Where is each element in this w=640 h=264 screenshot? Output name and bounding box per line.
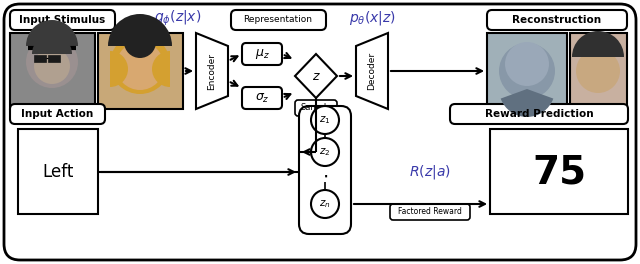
Text: $\cdot$: $\cdot$ bbox=[322, 167, 328, 186]
FancyBboxPatch shape bbox=[231, 10, 326, 30]
Text: Encoder: Encoder bbox=[207, 53, 216, 89]
Text: Representation: Representation bbox=[243, 16, 312, 25]
Circle shape bbox=[124, 26, 156, 58]
Text: $z_n$: $z_n$ bbox=[319, 198, 331, 210]
FancyBboxPatch shape bbox=[4, 4, 636, 260]
Circle shape bbox=[576, 49, 620, 93]
FancyBboxPatch shape bbox=[10, 33, 95, 109]
Text: $z$: $z$ bbox=[312, 69, 321, 82]
Circle shape bbox=[110, 34, 170, 94]
FancyBboxPatch shape bbox=[570, 33, 627, 109]
Wedge shape bbox=[572, 31, 624, 57]
Polygon shape bbox=[196, 33, 228, 109]
FancyBboxPatch shape bbox=[295, 100, 337, 116]
Text: Factored Reward: Factored Reward bbox=[398, 208, 462, 216]
Text: Reward Prediction: Reward Prediction bbox=[484, 109, 593, 119]
Circle shape bbox=[499, 43, 555, 99]
Circle shape bbox=[34, 48, 70, 84]
FancyBboxPatch shape bbox=[34, 55, 46, 62]
Circle shape bbox=[116, 42, 164, 90]
Wedge shape bbox=[26, 20, 78, 46]
Text: Input Action: Input Action bbox=[21, 109, 93, 119]
Text: $\sigma_z$: $\sigma_z$ bbox=[255, 91, 269, 105]
Circle shape bbox=[311, 138, 339, 166]
Wedge shape bbox=[152, 51, 170, 87]
Circle shape bbox=[26, 36, 78, 88]
FancyBboxPatch shape bbox=[487, 33, 567, 109]
FancyBboxPatch shape bbox=[242, 87, 282, 109]
FancyBboxPatch shape bbox=[48, 55, 60, 62]
Wedge shape bbox=[110, 51, 128, 87]
Text: $z_2$: $z_2$ bbox=[319, 146, 331, 158]
Wedge shape bbox=[500, 89, 554, 117]
Text: Sample: Sample bbox=[300, 103, 332, 112]
Polygon shape bbox=[295, 54, 337, 98]
Circle shape bbox=[311, 106, 339, 134]
Polygon shape bbox=[356, 33, 388, 109]
Text: $p_\theta(x|z)$: $p_\theta(x|z)$ bbox=[349, 9, 396, 27]
Wedge shape bbox=[32, 34, 72, 54]
Text: Input Stimulus: Input Stimulus bbox=[19, 15, 105, 25]
Circle shape bbox=[311, 190, 339, 218]
Text: $\mu_z$: $\mu_z$ bbox=[255, 47, 269, 61]
FancyBboxPatch shape bbox=[98, 33, 183, 109]
FancyBboxPatch shape bbox=[10, 10, 115, 30]
FancyBboxPatch shape bbox=[10, 104, 105, 124]
Circle shape bbox=[505, 42, 549, 86]
FancyBboxPatch shape bbox=[390, 204, 470, 220]
Text: $R(z|a)$: $R(z|a)$ bbox=[409, 163, 451, 181]
Wedge shape bbox=[108, 14, 172, 46]
FancyBboxPatch shape bbox=[490, 129, 628, 214]
Text: Decoder: Decoder bbox=[367, 52, 376, 90]
FancyBboxPatch shape bbox=[450, 104, 628, 124]
FancyBboxPatch shape bbox=[242, 43, 282, 65]
Text: Left: Left bbox=[42, 163, 74, 181]
Text: Reconstruction: Reconstruction bbox=[513, 15, 602, 25]
Text: $q_\phi(z|x)$: $q_\phi(z|x)$ bbox=[154, 8, 202, 28]
Text: 75: 75 bbox=[532, 153, 586, 191]
FancyBboxPatch shape bbox=[487, 10, 627, 30]
FancyBboxPatch shape bbox=[18, 129, 98, 214]
FancyBboxPatch shape bbox=[299, 106, 351, 234]
Text: $z_1$: $z_1$ bbox=[319, 114, 331, 126]
